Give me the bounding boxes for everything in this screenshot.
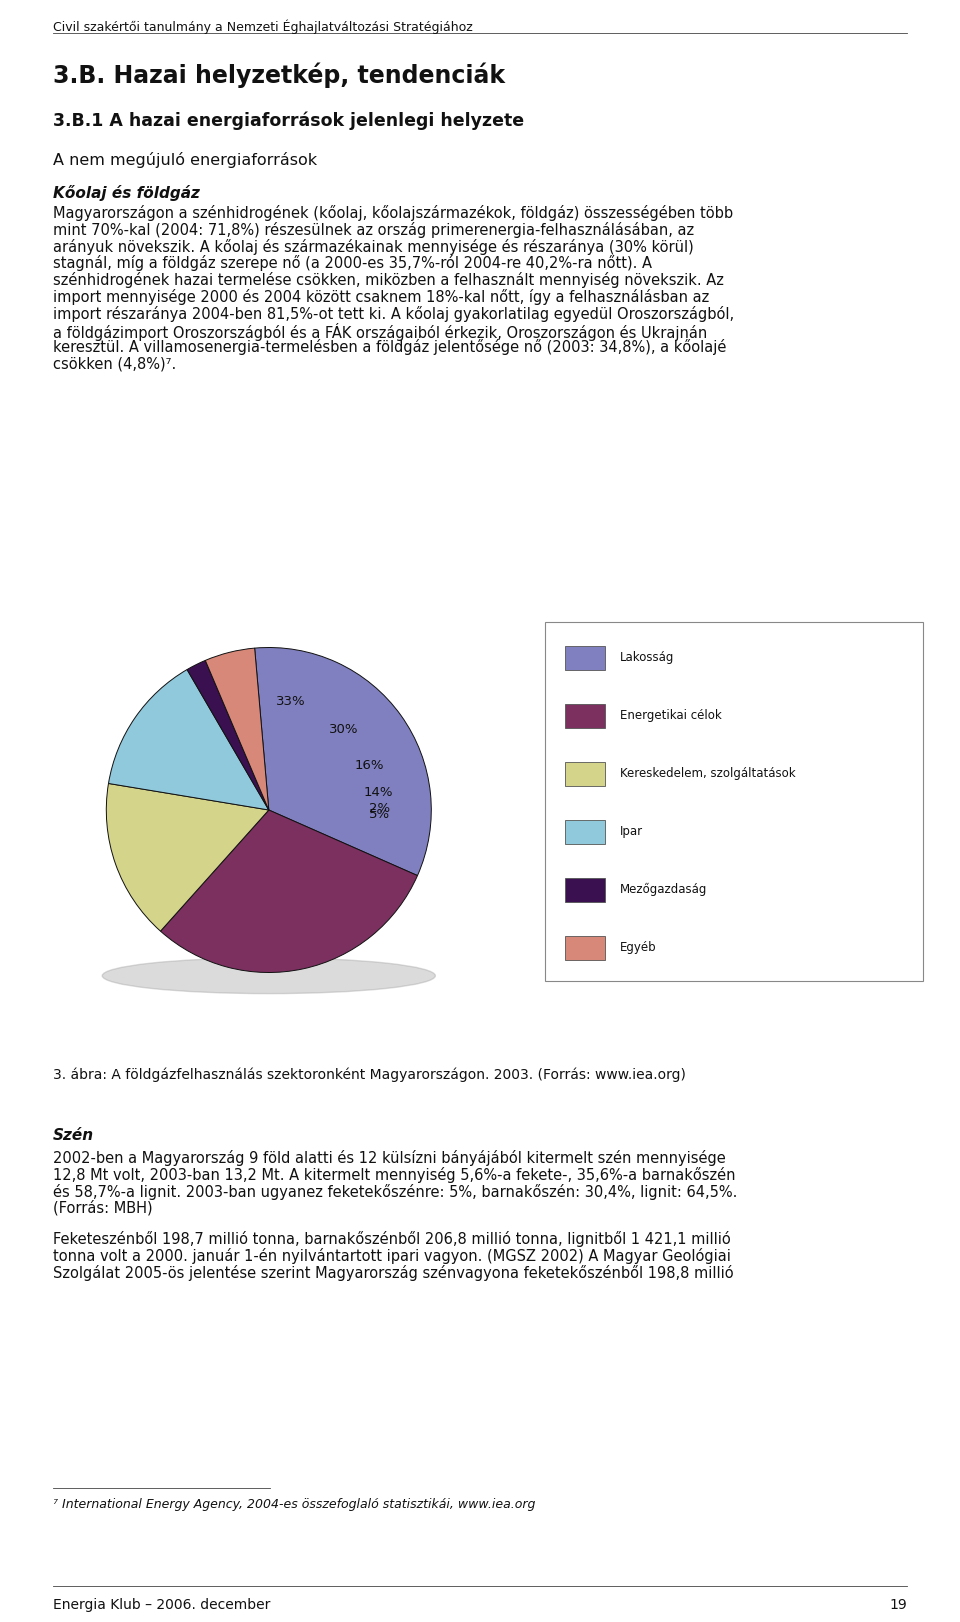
Text: Energia Klub – 2006. december: Energia Klub – 2006. december bbox=[53, 1598, 271, 1612]
Text: 14%: 14% bbox=[363, 787, 393, 800]
FancyBboxPatch shape bbox=[565, 878, 605, 902]
FancyBboxPatch shape bbox=[545, 623, 924, 981]
Text: és 58,7%-a lignit. 2003-ban ugyanez feketekőszénre: 5%, barnakőszén: 30,4%, lign: és 58,7%-a lignit. 2003-ban ugyanez feke… bbox=[53, 1184, 737, 1200]
Text: Mezőgazdaság: Mezőgazdaság bbox=[620, 882, 708, 897]
Wedge shape bbox=[107, 783, 269, 931]
Text: 3.B.1 A hazai energiaforrások jelenlegi helyzete: 3.B.1 A hazai energiaforrások jelenlegi … bbox=[53, 112, 524, 130]
FancyBboxPatch shape bbox=[565, 762, 605, 787]
Text: 19: 19 bbox=[889, 1598, 907, 1612]
Text: keresztül. A villamosenergia-termelésben a földgáz jelentősége nő (2003: 34,8%),: keresztül. A villamosenergia-termelésben… bbox=[53, 339, 727, 355]
Text: ⁷ International Energy Agency, 2004-es összefoglaló statisztikái, www.iea.org: ⁷ International Energy Agency, 2004-es ö… bbox=[53, 1499, 536, 1512]
Wedge shape bbox=[254, 647, 431, 876]
Text: Kereskedelem, szolgáltatások: Kereskedelem, szolgáltatások bbox=[620, 767, 796, 780]
Text: 2%: 2% bbox=[369, 801, 390, 814]
Text: a földgázimport Oroszországból és a FÁK országaiból érkezik, Oroszországon és Uk: a földgázimport Oroszországból és a FÁK … bbox=[53, 323, 708, 341]
Text: 30%: 30% bbox=[329, 723, 359, 736]
FancyBboxPatch shape bbox=[565, 646, 605, 670]
Text: Szén: Szén bbox=[53, 1127, 94, 1144]
Text: Energetikai célok: Energetikai célok bbox=[620, 709, 722, 722]
Text: 2002-ben a Magyarország 9 föld alatti és 12 külsízni bányájából kitermelt szén m: 2002-ben a Magyarország 9 föld alatti és… bbox=[53, 1150, 726, 1166]
FancyBboxPatch shape bbox=[565, 936, 605, 960]
Text: arányuk növekszik. A kőolaj és származékainak mennyisége és részaránya (30% körü: arányuk növekszik. A kőolaj és származék… bbox=[53, 238, 694, 255]
Text: Szolgálat 2005-ös jelentése szerint Magyarország szénvagyona feketekőszénből 198: Szolgálat 2005-ös jelentése szerint Magy… bbox=[53, 1265, 733, 1281]
Wedge shape bbox=[205, 649, 269, 809]
Text: Feketeszénből 198,7 millió tonna, barnakőszénből 206,8 millió tonna, lignitből 1: Feketeszénből 198,7 millió tonna, barnak… bbox=[53, 1231, 731, 1247]
FancyBboxPatch shape bbox=[565, 819, 605, 843]
Text: A nem megújuló energiaforrások: A nem megújuló energiaforrások bbox=[53, 152, 317, 169]
Wedge shape bbox=[160, 809, 418, 973]
Ellipse shape bbox=[102, 959, 436, 994]
Text: 5%: 5% bbox=[369, 808, 390, 821]
Text: Ipar: Ipar bbox=[620, 826, 643, 839]
Text: 12,8 Mt volt, 2003-ban 13,2 Mt. A kitermelt mennyiség 5,6%-a fekete-, 35,6%-a ba: 12,8 Mt volt, 2003-ban 13,2 Mt. A kiterm… bbox=[53, 1166, 735, 1182]
Wedge shape bbox=[108, 670, 269, 809]
Text: szénhidrogének hazai termelése csökken, miközben a felhasznált mennyiség növeksz: szénhidrogének hazai termelése csökken, … bbox=[53, 272, 724, 289]
Text: 16%: 16% bbox=[355, 759, 385, 772]
Text: import mennyisége 2000 és 2004 között csaknem 18%-kal nőtt, így a felhasználásba: import mennyisége 2000 és 2004 között cs… bbox=[53, 289, 709, 305]
Text: Egyéb: Egyéb bbox=[620, 941, 657, 954]
Text: stagnál, míg a földgáz szerepe nő (a 2000-es 35,7%-ról 2004-re 40,2%-ra nőtt). A: stagnál, míg a földgáz szerepe nő (a 200… bbox=[53, 255, 652, 271]
Text: import részaránya 2004-ben 81,5%-ot tett ki. A kőolaj gyakorlatilag egyedül Oros: import részaránya 2004-ben 81,5%-ot tett… bbox=[53, 307, 734, 321]
Text: 3.B. Hazai helyzetkép, tendenciák: 3.B. Hazai helyzetkép, tendenciák bbox=[53, 63, 505, 89]
FancyBboxPatch shape bbox=[565, 704, 605, 728]
Text: mint 70%-kal (2004: 71,8%) részesülnek az ország primerenergia-felhasználásában,: mint 70%-kal (2004: 71,8%) részesülnek a… bbox=[53, 222, 694, 238]
Text: 33%: 33% bbox=[276, 696, 305, 709]
Text: 3. ábra: A földgázfelhasználás szektoronként Magyarországon. 2003. (Forrás: www.: 3. ábra: A földgázfelhasználás szektoron… bbox=[53, 1067, 685, 1082]
Wedge shape bbox=[187, 660, 269, 809]
Text: Magyarországon a szénhidrogének (kőolaj, kőolajszármazékok, földgáz) összességéb: Magyarországon a szénhidrogének (kőolaj,… bbox=[53, 204, 733, 221]
Text: csökken (4,8%)⁷.: csökken (4,8%)⁷. bbox=[53, 357, 177, 371]
Text: Lakosság: Lakosság bbox=[620, 652, 675, 665]
Text: Civil szakértői tanulmány a Nemzeti Éghajlatváltozási Stratégiához: Civil szakértői tanulmány a Nemzeti Égha… bbox=[53, 19, 472, 34]
Text: tonna volt a 2000. január 1-én nyilvántartott ipari vagyon. (MGSZ 2002) A Magyar: tonna volt a 2000. január 1-én nyilvánta… bbox=[53, 1247, 731, 1264]
Text: (Forrás: MBH): (Forrás: MBH) bbox=[53, 1200, 153, 1216]
Text: Kőolaj és földgáz: Kőolaj és földgáz bbox=[53, 185, 200, 201]
